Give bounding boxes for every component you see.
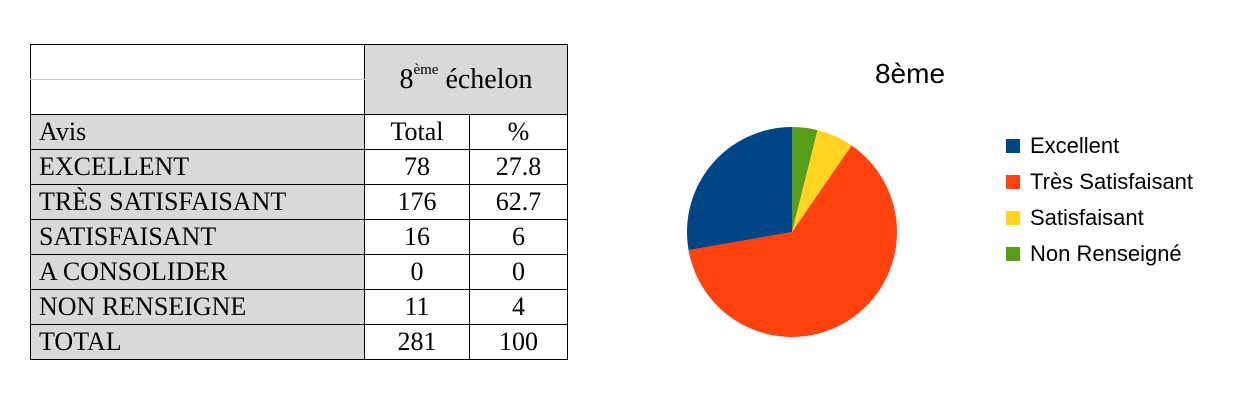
table-row: NON RENSEIGNE 11 4 [30, 289, 568, 325]
row-label: TRÈS SATISFAISANT [30, 184, 365, 220]
legend-item: Très Satisfaisant [1006, 164, 1193, 200]
legend-label: Très Satisfaisant [1030, 169, 1194, 194]
header-percent: % [469, 114, 568, 150]
pie-chart: 8ème Excellent Très Satisfaisant Satisfais… [640, 40, 1240, 370]
row-total: 0 [364, 254, 470, 290]
row-total: 281 [364, 324, 470, 360]
results-table: 8ème échelon Avis Total % EXCELLENT 78 2… [30, 44, 568, 360]
legend-label: Non Renseigné [1030, 241, 1182, 266]
row-label: TOTAL [30, 324, 365, 360]
table-corner-cell [30, 44, 365, 80]
legend-label: Satisfaisant [1030, 205, 1144, 230]
row-label: A CONSOLIDER [30, 254, 365, 290]
legend-item: Satisfaisant [1006, 200, 1193, 236]
legend-item: Non Renseigné [1006, 236, 1193, 272]
header-total: Total [364, 114, 470, 150]
row-total: 16 [364, 219, 470, 255]
row-percent: 62.7 [469, 184, 568, 220]
row-total: 176 [364, 184, 470, 220]
chart-title: 8ème [874, 58, 946, 89]
pie-slice-excellent [687, 127, 792, 251]
table-row: TOTAL 281 100 [30, 324, 568, 360]
row-percent: 0 [469, 254, 568, 290]
row-label: SATISFAISANT [30, 219, 365, 255]
table-row: EXCELLENT 78 27.8 [30, 149, 568, 185]
row-percent: 27.8 [469, 149, 568, 185]
table-row: A CONSOLIDER 0 0 [30, 254, 568, 290]
level-superscript: ème [413, 61, 439, 78]
level-word: échelon [445, 63, 533, 95]
row-percent: 4 [469, 289, 568, 325]
row-total: 11 [364, 289, 470, 325]
row-percent: 6 [469, 219, 568, 255]
pie-chart-svg [687, 127, 897, 337]
level-header: 8ème échelon [364, 44, 568, 115]
chart-legend: Excellent Très Satisfaisant Satisfaisant No… [1006, 128, 1193, 272]
row-total: 78 [364, 149, 470, 185]
legend-item: Excellent [1006, 128, 1193, 164]
row-percent: 100 [469, 324, 568, 360]
pie-slices-group [687, 127, 897, 337]
table-row: TRÈS SATISFAISANT 176 62.7 [30, 184, 568, 220]
table-row: SATISFAISANT 16 6 [30, 219, 568, 255]
row-label: EXCELLENT [30, 149, 365, 185]
level-number: 8 [399, 63, 414, 95]
table-corner-cell [30, 79, 365, 115]
pie-slice-satisfaisant [792, 130, 852, 232]
row-label: NON RENSEIGNE [30, 289, 365, 325]
legend-swatch [1006, 175, 1020, 189]
legend-swatch [1006, 139, 1020, 153]
pie-slice-non-renseign- [792, 127, 818, 232]
legend-label: Excellent [1030, 133, 1120, 158]
legend-swatch [1006, 247, 1020, 261]
table-header-row: Avis Total % [30, 114, 568, 150]
legend-swatch [1006, 211, 1020, 225]
header-avis: Avis [30, 114, 365, 150]
pie-slice-tr-s-satisfaisant [688, 145, 897, 337]
